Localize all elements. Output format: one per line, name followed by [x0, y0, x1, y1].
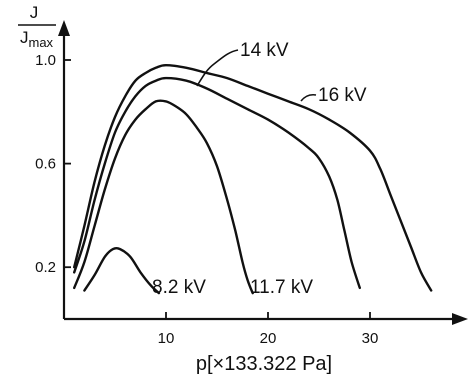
curves-group — [73, 64, 433, 295]
y-tick-label-2: 1.0 — [35, 52, 56, 69]
leader-line-16-kv — [300, 93, 317, 102]
curve-label-8-2-kv: 8.2 kV — [152, 277, 206, 298]
curve-16-kv — [73, 64, 433, 292]
curve-labels-group: 8.2 kV 11.7 kV 14 kV 16 kV — [152, 40, 367, 298]
ticks-group: 10 20 30 0.2 0.6 1.0 — [35, 52, 378, 347]
y-axis-label: J Jmax — [18, 3, 56, 50]
curve-label-14-kv: 14 kV — [240, 40, 289, 61]
x-axis-arrow — [452, 313, 468, 325]
svg-text:Jmax: Jmax — [20, 28, 54, 50]
x-tick-label-10: 10 — [158, 330, 175, 347]
y-axis-label-denominator: J — [20, 28, 29, 47]
curve-label-11-7-kv: 11.7 kV — [250, 277, 313, 298]
curve-14-kv — [73, 76, 361, 290]
y-tick-label-0: 0.2 — [35, 259, 56, 276]
y-axis-label-subscript: max — [29, 35, 54, 50]
y-axis-label-numerator: J — [30, 3, 39, 22]
curve-label-16-kv: 16 kV — [318, 85, 367, 106]
y-axis-arrow — [58, 20, 70, 36]
leader-line-14-kv — [196, 49, 239, 87]
y-tick-label-1: 0.6 — [35, 156, 56, 173]
x-tick-label-30: 30 — [362, 330, 379, 347]
curve-11-7-kv — [73, 99, 254, 295]
x-tick-label-20: 20 — [260, 330, 277, 347]
x-axis-label: p[×133.322 Pa] — [196, 353, 332, 375]
curve-8-2-kv — [83, 246, 161, 295]
